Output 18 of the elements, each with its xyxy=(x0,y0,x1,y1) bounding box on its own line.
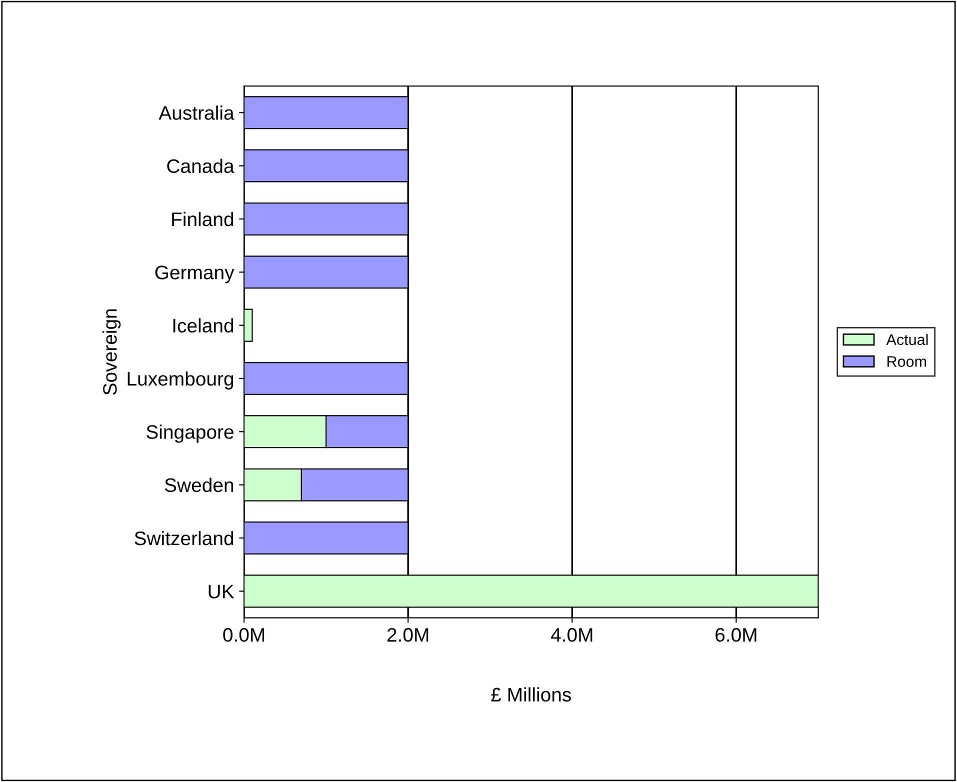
legend-label: Room xyxy=(888,356,926,367)
x-tick-label: 4.0M xyxy=(550,628,592,642)
legend-label: Actual xyxy=(886,334,928,346)
x-tick-label: 0.0M xyxy=(223,628,264,642)
y-tick-label: Singapore xyxy=(146,424,234,443)
y-tick-label: Canada xyxy=(167,158,234,174)
y-tick-label: Australia xyxy=(158,106,234,120)
x-tick-label: 2.0M xyxy=(387,628,428,642)
y-tick-label: Luxembourg xyxy=(128,371,234,390)
y-axis-title: Sovereign xyxy=(102,309,121,395)
y-tick-label: Switzerland xyxy=(134,530,234,546)
y-tick-label: Germany xyxy=(155,266,234,284)
y-tick-label: UK xyxy=(208,584,234,598)
x-tick-label: 6.0M xyxy=(716,628,756,642)
y-tick-label: Finland xyxy=(172,212,234,226)
x-axis-title: £ Millions xyxy=(491,687,571,702)
y-tick-label: Sweden xyxy=(164,478,234,492)
y-tick-label: Iceland xyxy=(173,318,234,333)
